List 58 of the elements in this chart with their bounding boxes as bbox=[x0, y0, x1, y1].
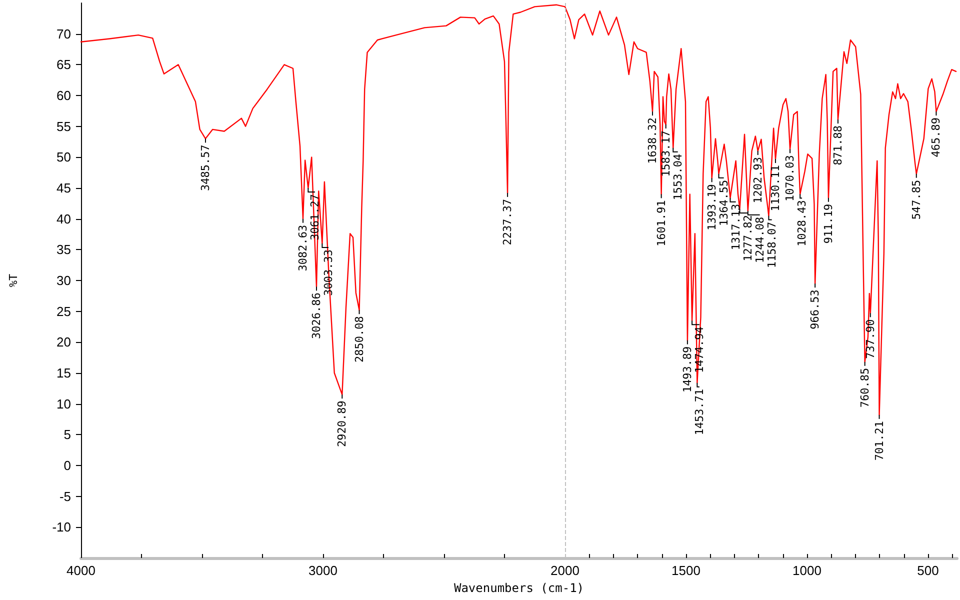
annotation: 465.89 bbox=[930, 118, 943, 158]
annotation: 871.88 bbox=[831, 126, 844, 166]
y-axis-title: %T bbox=[7, 274, 20, 288]
annotation: 1493.89 bbox=[680, 346, 694, 393]
annotation: 3485.57 bbox=[198, 144, 212, 192]
annotation: 1583.17 bbox=[659, 130, 672, 177]
y-tick-label: 45 bbox=[56, 180, 71, 196]
annotation: 1638.32 bbox=[646, 118, 659, 164]
annotation: 737.90 bbox=[864, 319, 877, 359]
x-tick-label: 3000 bbox=[308, 563, 338, 578]
annotation: 2237.37 bbox=[501, 198, 514, 246]
annotation: 2850.08 bbox=[352, 316, 366, 362]
annotation: 1317.13 bbox=[729, 204, 742, 250]
annotation: 701.21 bbox=[872, 420, 886, 461]
annotation: 1277.82 bbox=[741, 214, 754, 262]
annotation: 1601.91 bbox=[654, 200, 668, 247]
annotation: 1393.19 bbox=[705, 184, 718, 230]
annotation: 1244.08 bbox=[753, 216, 766, 264]
annotation: 3061.27 bbox=[308, 194, 322, 240]
y-tick-label: -5 bbox=[59, 488, 71, 504]
annotation: 1553.04 bbox=[671, 154, 684, 200]
annotation: 1130.11 bbox=[768, 165, 782, 212]
y-tick-label: 50 bbox=[56, 150, 71, 165]
annotation: 1364.55 bbox=[717, 180, 730, 226]
x-tick-label: 500 bbox=[917, 563, 939, 578]
annotation: 1202.93 bbox=[751, 157, 764, 204]
annotation: 3003.33 bbox=[322, 250, 335, 296]
annotation: 760.85 bbox=[858, 368, 872, 408]
y-tick-label: 10 bbox=[56, 396, 71, 412]
annotation: 1474.94 bbox=[692, 326, 706, 373]
annotation: 2920.89 bbox=[336, 400, 349, 447]
y-tick-label: 5 bbox=[64, 427, 71, 442]
y-tick-label: 65 bbox=[56, 57, 71, 72]
y-tick-label: 30 bbox=[56, 273, 71, 288]
y-tick-label: 40 bbox=[56, 211, 71, 226]
annotation: 911.19 bbox=[822, 204, 835, 244]
y-tick-label: 35 bbox=[56, 242, 71, 258]
y-tick-label: -10 bbox=[52, 520, 71, 535]
annotation: 1158.07 bbox=[765, 222, 778, 268]
annotation: 1453.71 bbox=[692, 388, 706, 436]
y-tick-label: 25 bbox=[56, 304, 71, 319]
y-tick-label: 20 bbox=[56, 334, 71, 350]
annotation: 3082.63 bbox=[296, 224, 310, 272]
annotation: 1028.43 bbox=[796, 200, 809, 247]
y-tick-label: 70 bbox=[56, 26, 71, 42]
x-tick-label: 1000 bbox=[792, 563, 822, 578]
annotation: 1070.03 bbox=[784, 155, 797, 202]
y-tick-label: 55 bbox=[56, 118, 71, 134]
x-axis-title: Wavenumbers (cm-1) bbox=[454, 581, 584, 595]
y-tick-label: 60 bbox=[56, 88, 71, 103]
y-tick-label: 15 bbox=[56, 366, 71, 380]
x-tick-label: 2000 bbox=[550, 563, 580, 578]
annotation: 547.85 bbox=[910, 180, 923, 220]
x-tick-label: 1500 bbox=[672, 563, 700, 578]
x-tick-label: 4000 bbox=[66, 563, 96, 578]
annotation: 3026.86 bbox=[310, 292, 323, 340]
y-tick-label: 0 bbox=[64, 458, 71, 473]
annotation: 966.53 bbox=[808, 290, 822, 330]
